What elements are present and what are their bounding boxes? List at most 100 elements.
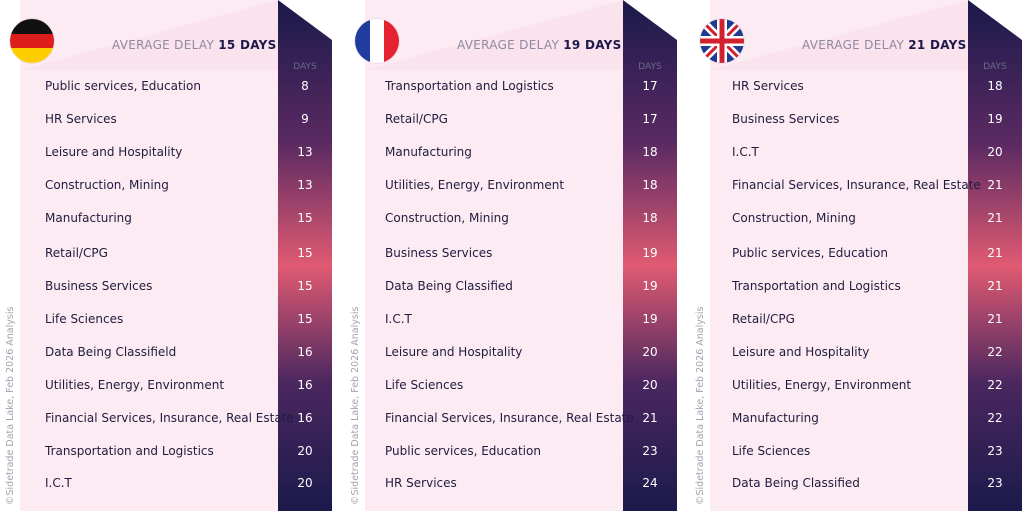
row-days-value: 23 [987, 476, 1003, 490]
row-days-value: 17 [642, 112, 658, 126]
row-days-value: 18 [642, 211, 658, 225]
row-days-value: 22 [987, 411, 1003, 425]
row-days-value: 20 [987, 145, 1003, 159]
average-delay-label: AVERAGE DELAY [457, 38, 564, 52]
row-days-value: 19 [642, 312, 658, 326]
days-column-header: DAYS [293, 62, 317, 72]
row-days-value: 24 [642, 476, 658, 490]
panel-france: ©Sidetrade Data Lake, Feb 2026 Analysis A… [345, 0, 679, 511]
row-label: Transportation and Logistics [732, 279, 901, 293]
source-credit: ©Sidetrade Data Lake, Feb 2026 Analysis [695, 306, 706, 505]
row-label: Financial Services, Insurance, Real Esta… [385, 411, 634, 425]
row-label: HR Services [385, 476, 457, 490]
row-days-value: 19 [987, 112, 1003, 126]
row-days-value: 8 [301, 79, 309, 93]
row-label: Transportation and Logistics [385, 79, 554, 93]
row-label: Leisure and Hospitality [45, 145, 183, 159]
row-days-value: 23 [642, 444, 658, 458]
row-label: Retail/CPG [732, 312, 795, 326]
credit-wrap: ©Sidetrade Data Lake, Feb 2026 Analysis [690, 0, 706, 511]
average-delay-value: 21 DAYS [908, 38, 967, 52]
row-days-value: 9 [301, 112, 309, 126]
row-days-value: 22 [987, 378, 1003, 392]
row-label: Transportation and Logistics [45, 444, 214, 458]
row-label: HR Services [45, 112, 117, 126]
row-days-value: 20 [642, 378, 658, 392]
average-delay-label: AVERAGE DELAY [802, 38, 909, 52]
row-label: Financial Services, Insurance, Real Esta… [45, 411, 294, 425]
row-label: Life Sciences [45, 312, 124, 326]
row-days-value: 15 [297, 246, 313, 260]
source-credit: ©Sidetrade Data Lake, Feb 2026 Analysis [350, 306, 361, 505]
row-label: Business Services [732, 112, 840, 126]
row-days-value: 15 [297, 312, 313, 326]
average-delay-title: AVERAGE DELAY 21 DAYS [802, 38, 967, 52]
row-label: Manufacturing [385, 145, 472, 159]
france-flag-icon [355, 19, 399, 63]
average-delay-value: 15 DAYS [218, 38, 277, 52]
row-label: Public services, Education [45, 79, 201, 93]
row-label: Leisure and Hospitality [732, 345, 870, 359]
row-days-value: 23 [987, 444, 1003, 458]
row-label: Business Services [45, 279, 153, 293]
row-days-value: 18 [642, 145, 658, 159]
row-days-value: 20 [642, 345, 658, 359]
row-label: Manufacturing [45, 211, 132, 225]
row-label: I.C.T [45, 476, 72, 490]
row-days-value: 21 [987, 279, 1003, 293]
days-column-header: DAYS [638, 62, 662, 72]
row-days-value: 18 [642, 178, 658, 192]
row-label: HR Services [732, 79, 804, 93]
row-label: I.C.T [385, 312, 412, 326]
row-label: Business Services [385, 246, 493, 260]
panel-background [710, 0, 1022, 511]
germany-flag-icon [10, 19, 54, 63]
row-label: Data Being Classified [732, 476, 860, 490]
row-days-value: 21 [642, 411, 658, 425]
row-days-value: 15 [297, 279, 313, 293]
source-credit: ©Sidetrade Data Lake, Feb 2026 Analysis [5, 306, 16, 505]
row-label: Construction, Mining [45, 178, 169, 192]
row-days-value: 16 [297, 378, 313, 392]
row-days-value: 16 [297, 411, 313, 425]
row-label: Retail/CPG [45, 246, 108, 260]
row-label: Data Being Classifield [45, 345, 177, 359]
row-days-value: 22 [987, 345, 1003, 359]
days-column-header: DAYS [983, 62, 1007, 72]
row-days-value: 21 [987, 211, 1003, 225]
row-label: Life Sciences [385, 378, 464, 392]
panel-united-kingdom: ©Sidetrade Data Lake, Feb 2026 Analysis A… [690, 0, 1024, 511]
credit-wrap: ©Sidetrade Data Lake, Feb 2026 Analysis [0, 0, 16, 511]
row-label: Utilities, Energy, Environment [385, 178, 565, 192]
row-label: Retail/CPG [385, 112, 448, 126]
row-label: Utilities, Energy, Environment [45, 378, 225, 392]
row-days-value: 19 [642, 246, 658, 260]
panel-background [20, 0, 332, 511]
uk-flag-icon [700, 19, 744, 63]
average-delay-title: AVERAGE DELAY 15 DAYS [112, 38, 277, 52]
panel-germany: ©Sidetrade Data Lake, Feb 2026 Analysis A… [0, 0, 334, 511]
average-delay-title: AVERAGE DELAY 19 DAYS [457, 38, 622, 52]
row-days-value: 21 [987, 312, 1003, 326]
row-label: Financial Services, Insurance, Real Esta… [732, 178, 981, 192]
credit-wrap: ©Sidetrade Data Lake, Feb 2026 Analysis [345, 0, 361, 511]
row-label: Utilities, Energy, Environment [732, 378, 912, 392]
average-delay-value: 19 DAYS [563, 38, 622, 52]
panel-background [365, 0, 677, 511]
row-label: Data Being Classified [385, 279, 513, 293]
row-days-value: 20 [297, 444, 313, 458]
row-days-value: 21 [987, 246, 1003, 260]
row-label: I.C.T [732, 145, 759, 159]
row-label: Life Sciences [732, 444, 811, 458]
row-label: Public services, Education [732, 246, 888, 260]
row-label: Manufacturing [732, 411, 819, 425]
row-days-value: 18 [987, 79, 1003, 93]
row-days-value: 15 [297, 211, 313, 225]
row-label: Construction, Mining [385, 211, 509, 225]
row-days-value: 13 [297, 178, 313, 192]
row-days-value: 13 [297, 145, 313, 159]
row-days-value: 17 [642, 79, 658, 93]
average-delay-label: AVERAGE DELAY [112, 38, 219, 52]
row-days-value: 20 [297, 476, 313, 490]
row-label: Construction, Mining [732, 211, 856, 225]
